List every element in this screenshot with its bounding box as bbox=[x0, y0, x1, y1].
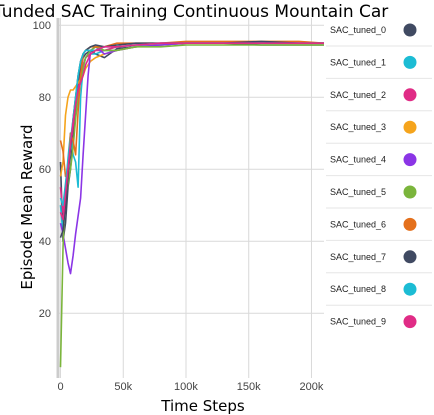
y-tick-label: 60 bbox=[39, 164, 51, 176]
series-line-sac-tuned-5 bbox=[59, 44, 324, 368]
legend-item[interactable]: SAC_tuned_2 bbox=[330, 88, 417, 102]
plot-area bbox=[59, 40, 325, 368]
y-tick-label: 100 bbox=[33, 20, 51, 32]
series-line-sac-tuned-1 bbox=[59, 42, 324, 235]
series-line-sac-tuned-9 bbox=[59, 42, 324, 221]
legend-swatch bbox=[403, 282, 417, 296]
legend-item[interactable]: SAC_tuned_7 bbox=[330, 250, 417, 264]
y-tick-label: 80 bbox=[39, 92, 51, 104]
series-line-sac-tuned-7 bbox=[59, 40, 324, 238]
legend-label: SAC_tuned_1 bbox=[330, 57, 386, 67]
series-line-sac-tuned-2 bbox=[59, 42, 324, 214]
legend-swatch bbox=[403, 250, 417, 264]
legend-swatch bbox=[403, 185, 417, 199]
y-axis-label: Episode Mean Reward bbox=[18, 124, 36, 289]
legend-swatch bbox=[403, 88, 417, 102]
x-tick-label: 0 bbox=[57, 381, 63, 393]
legend-label: SAC_tuned_0 bbox=[330, 25, 386, 35]
legend: SAC_tuned_0 SAC_tuned_1 SAC_tuned_2 SAC_tun… bbox=[326, 23, 432, 329]
legend-item[interactable]: SAC_tuned_0 bbox=[330, 23, 417, 37]
chart-title: Tunded SAC Training Continuous Mountain … bbox=[0, 2, 388, 22]
series-line-sac-tuned-0 bbox=[59, 42, 324, 242]
legend-swatch bbox=[403, 315, 417, 329]
legend-swatch bbox=[403, 23, 417, 37]
series-line-sac-tuned-8 bbox=[59, 42, 324, 206]
legend-item[interactable]: SAC_tuned_5 bbox=[330, 185, 417, 199]
legend-item[interactable]: SAC_tuned_9 bbox=[330, 315, 417, 329]
series-line-sac-tuned-4 bbox=[59, 42, 324, 275]
legend-swatch bbox=[403, 55, 417, 69]
series-line-sac-tuned-6 bbox=[59, 40, 325, 178]
x-tick-label: 200k bbox=[300, 381, 324, 393]
legend-item[interactable]: SAC_tuned_4 bbox=[330, 153, 417, 167]
legend-item[interactable]: SAC_tuned_3 bbox=[330, 120, 417, 134]
legend-swatch bbox=[403, 153, 417, 167]
legend-item[interactable]: SAC_tuned_8 bbox=[330, 282, 417, 296]
y-axis-ticks: 20 40 60 80 100 bbox=[33, 20, 51, 320]
legend-item[interactable]: SAC_tuned_1 bbox=[330, 55, 417, 69]
legend-swatch bbox=[403, 120, 417, 134]
legend-label: SAC_tuned_6 bbox=[330, 219, 386, 229]
x-tick-label: 50k bbox=[114, 381, 132, 393]
x-axis-ticks: 0 50k 100k 150k 200k bbox=[57, 381, 323, 393]
y-tick-label: 40 bbox=[39, 236, 51, 248]
y-tick-label: 20 bbox=[39, 308, 51, 320]
legend-label: SAC_tuned_8 bbox=[330, 284, 386, 294]
legend-label: SAC_tuned_2 bbox=[330, 90, 386, 100]
legend-label: SAC_tuned_3 bbox=[330, 122, 386, 132]
x-tick-label: 100k bbox=[174, 381, 198, 393]
legend-label: SAC_tuned_9 bbox=[330, 317, 386, 327]
legend-item[interactable]: SAC_tuned_6 bbox=[330, 217, 417, 231]
legend-label: SAC_tuned_7 bbox=[330, 252, 386, 262]
legend-label: SAC_tuned_4 bbox=[330, 155, 386, 165]
legend-swatch bbox=[403, 217, 417, 231]
x-axis-label: Time Steps bbox=[160, 397, 245, 415]
series-line-sac-tuned-3 bbox=[59, 42, 324, 177]
x-tick-label: 150k bbox=[237, 381, 261, 393]
legend-label: SAC_tuned_5 bbox=[330, 187, 386, 197]
gridlines bbox=[56, 18, 324, 378]
